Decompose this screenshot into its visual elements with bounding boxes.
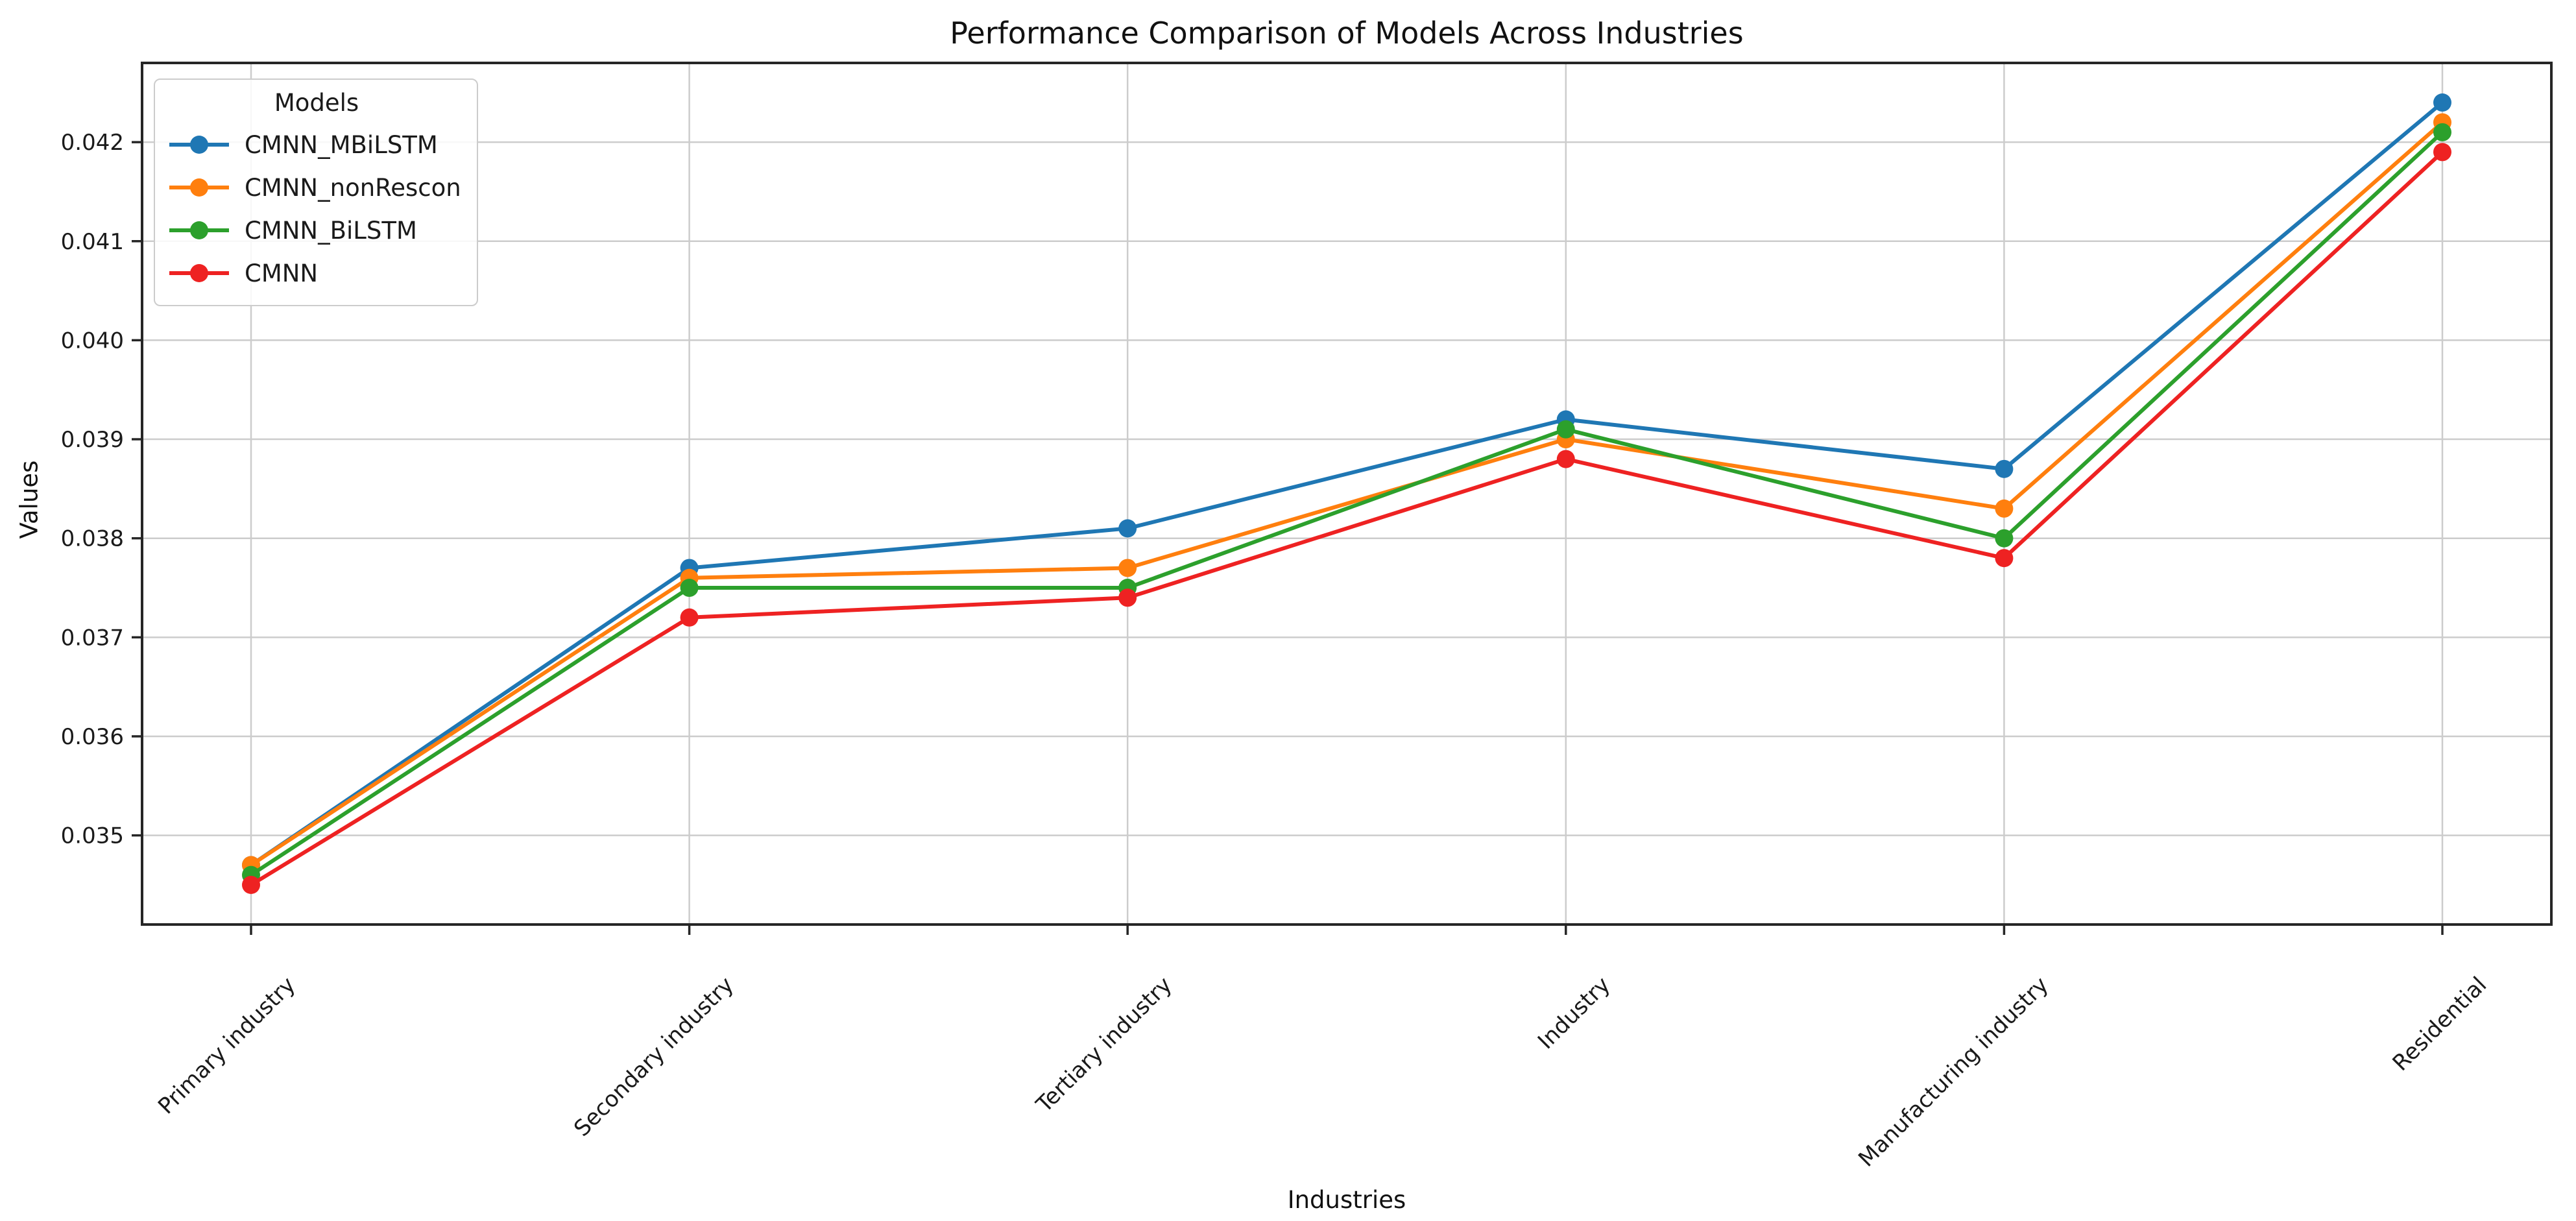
data-point-CMNN_MBiLSTM [1118, 519, 1137, 538]
axes-frame [141, 62, 2553, 926]
data-point-CMNN [680, 608, 699, 627]
legend-marker-icon [169, 263, 229, 283]
legend-item: CMNN_MBiLSTM [169, 123, 464, 166]
legend: Models CMNN_MBiLSTM CMNN_nonRescon CMNN_Bi… [154, 79, 478, 306]
legend-dot-icon [190, 136, 208, 154]
data-point-CMNN_MBiLSTM [2433, 93, 2451, 112]
data-point-CMNN [242, 875, 260, 894]
y-tick-label: 0.038 [61, 526, 124, 552]
data-point-CMNN [1995, 549, 2014, 568]
legend-item: CMNN_BiLSTM [169, 209, 464, 252]
legend-dot-icon [190, 264, 208, 282]
legend-item-label: CMNN_BiLSTM [245, 216, 417, 245]
legend-item: CMNN [169, 252, 464, 295]
x-tick-label: Primary industry [153, 972, 300, 1119]
y-axis-label: Values [15, 460, 43, 539]
legend-title: Models [274, 89, 359, 117]
x-axis-label: Industries [1287, 1186, 1406, 1214]
legend-item-label: CMNN [245, 259, 319, 287]
legend-item: CMNN_nonRescon [169, 166, 464, 209]
tick-marks [132, 141, 2444, 935]
data-point-CMNN_nonRescon [1118, 559, 1137, 577]
x-tick-label: Industry [1533, 972, 1615, 1054]
legend-marker-icon [169, 221, 229, 240]
y-tick-label: 0.042 [61, 130, 124, 156]
legend-item-label: CMNN_nonRescon [245, 173, 461, 202]
y-tick-label: 0.037 [61, 625, 124, 651]
series-line-CMNN_nonRescon [250, 121, 2444, 867]
legend-items: CMNN_MBiLSTM CMNN_nonRescon CMNN_BiLSTM CMN… [169, 123, 464, 295]
data-point-CMNN_BiLSTM [1556, 420, 1575, 439]
legend-item-label: CMNN_MBiLSTM [245, 130, 438, 159]
series-line-CMNN [250, 151, 2444, 887]
y-tick-label: 0.035 [61, 823, 124, 849]
grid [142, 63, 2551, 925]
data-point-CMNN_BiLSTM [680, 579, 699, 598]
data-point-CMNN [1556, 450, 1575, 468]
series-line-CMNN_BiLSTM [250, 130, 2444, 877]
data-point-CMNN [2433, 143, 2451, 162]
data-point-CMNN_BiLSTM [1995, 529, 2014, 548]
data-point-CMNN_MBiLSTM [1995, 459, 2014, 478]
plot-border [141, 62, 2553, 926]
y-tick-label: 0.041 [61, 229, 124, 255]
data-point-CMNN_BiLSTM [2433, 123, 2451, 141]
legend-dot-icon [190, 178, 208, 197]
chart-title: Performance Comparison of Models Across … [950, 16, 1744, 51]
x-tick-label: Residential [2388, 972, 2492, 1076]
legend-marker-icon [169, 178, 229, 197]
x-tick-label: Manufacturing industry [1853, 972, 2053, 1172]
legend-marker-icon [169, 135, 229, 154]
y-tick-label: 0.040 [61, 328, 124, 354]
x-tick-label: Tertiary industry [1031, 972, 1177, 1118]
series [242, 93, 2451, 894]
data-point-CMNN [1118, 588, 1137, 607]
data-point-CMNN_nonRescon [1995, 499, 2014, 518]
legend-dot-icon [190, 221, 208, 239]
x-tick-label: Secondary industry [569, 972, 739, 1142]
y-tick-label: 0.039 [61, 427, 124, 453]
y-tick-label: 0.036 [61, 724, 124, 750]
series-line-CMNN_MBiLSTM [250, 101, 2444, 867]
